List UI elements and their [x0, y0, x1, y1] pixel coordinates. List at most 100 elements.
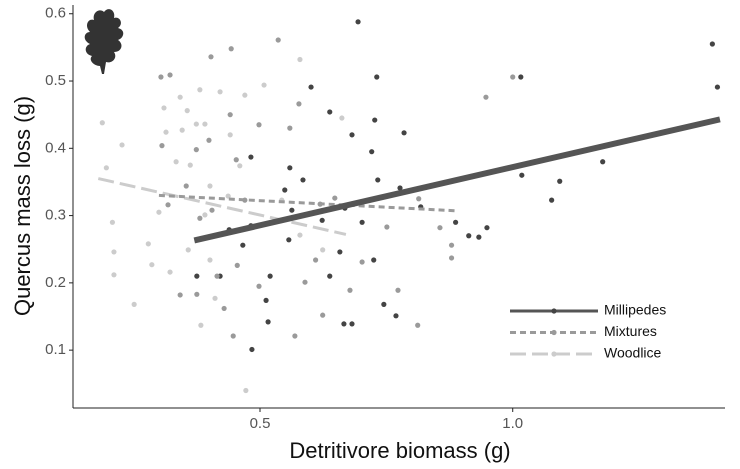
point — [214, 273, 220, 279]
x-tick-label: 1.0 — [502, 415, 523, 432]
point — [289, 207, 295, 213]
point — [282, 187, 288, 193]
point — [518, 74, 524, 80]
legend-dot — [551, 351, 557, 357]
y-tick-label: 0.6 — [45, 5, 66, 22]
point — [207, 183, 213, 189]
point — [297, 232, 303, 238]
point — [161, 105, 167, 111]
point — [198, 322, 204, 328]
point — [519, 172, 525, 178]
point — [265, 319, 271, 325]
point — [193, 147, 199, 153]
point — [347, 287, 353, 293]
point — [300, 177, 306, 183]
point — [510, 74, 516, 80]
point — [197, 87, 203, 93]
point — [371, 257, 377, 263]
point — [287, 125, 293, 131]
point — [313, 257, 319, 263]
point — [349, 321, 355, 327]
y-axis-title: Quercus mass loss (g) — [10, 96, 35, 316]
point — [401, 130, 407, 136]
point — [339, 115, 345, 121]
point — [167, 72, 173, 78]
point — [395, 287, 401, 293]
point — [437, 225, 443, 231]
point — [372, 117, 378, 123]
point — [287, 165, 293, 171]
point — [212, 295, 218, 301]
legend-label: Millipedes — [604, 302, 666, 318]
point — [207, 257, 213, 263]
point — [243, 387, 249, 394]
point — [111, 249, 117, 255]
point — [177, 292, 183, 298]
point — [448, 255, 455, 261]
point — [131, 301, 137, 307]
point — [275, 37, 281, 43]
point — [256, 122, 262, 128]
point — [416, 196, 422, 202]
point — [156, 209, 162, 215]
point — [167, 269, 173, 275]
point — [320, 312, 326, 318]
legend-dot — [551, 329, 557, 336]
point — [225, 193, 231, 199]
fit-line — [158, 193, 458, 213]
point — [99, 120, 105, 126]
point — [341, 321, 347, 327]
y-tick-label: 0.1 — [45, 341, 66, 358]
point — [173, 159, 179, 165]
point — [483, 94, 489, 100]
point — [119, 142, 125, 148]
fit-line — [193, 116, 721, 244]
point — [337, 249, 343, 255]
y-tick-label: 0.5 — [45, 72, 66, 89]
point — [242, 92, 248, 98]
point — [709, 41, 715, 47]
point — [448, 242, 455, 248]
point — [319, 217, 325, 223]
legend-label: Mixtures — [604, 323, 657, 339]
point — [228, 46, 234, 52]
point — [227, 112, 233, 118]
point — [185, 247, 191, 253]
point — [557, 178, 563, 184]
point — [332, 195, 338, 201]
point — [415, 322, 421, 328]
point — [549, 197, 555, 203]
point — [384, 224, 390, 230]
point — [484, 225, 490, 231]
y-tick-label: 0.2 — [45, 274, 66, 291]
point — [111, 272, 117, 278]
point — [206, 137, 212, 143]
point — [233, 157, 239, 163]
point — [208, 54, 214, 60]
point — [103, 165, 109, 171]
legend-dot — [551, 308, 557, 314]
point — [263, 297, 269, 303]
point — [149, 262, 155, 268]
point — [194, 291, 200, 297]
point — [194, 273, 200, 279]
point — [453, 219, 459, 225]
point — [349, 132, 355, 138]
y-tick-label: 0.4 — [45, 139, 66, 156]
point — [320, 247, 326, 253]
legend-label: Woodlice — [604, 345, 662, 361]
point — [230, 333, 236, 339]
point — [355, 19, 361, 25]
point — [240, 242, 246, 248]
point — [267, 273, 273, 279]
point — [187, 162, 193, 168]
point — [297, 56, 303, 63]
point — [359, 219, 365, 225]
point — [193, 121, 199, 127]
point — [393, 313, 399, 319]
point — [179, 127, 185, 133]
point — [177, 94, 183, 100]
point — [249, 346, 255, 353]
point — [165, 202, 171, 208]
